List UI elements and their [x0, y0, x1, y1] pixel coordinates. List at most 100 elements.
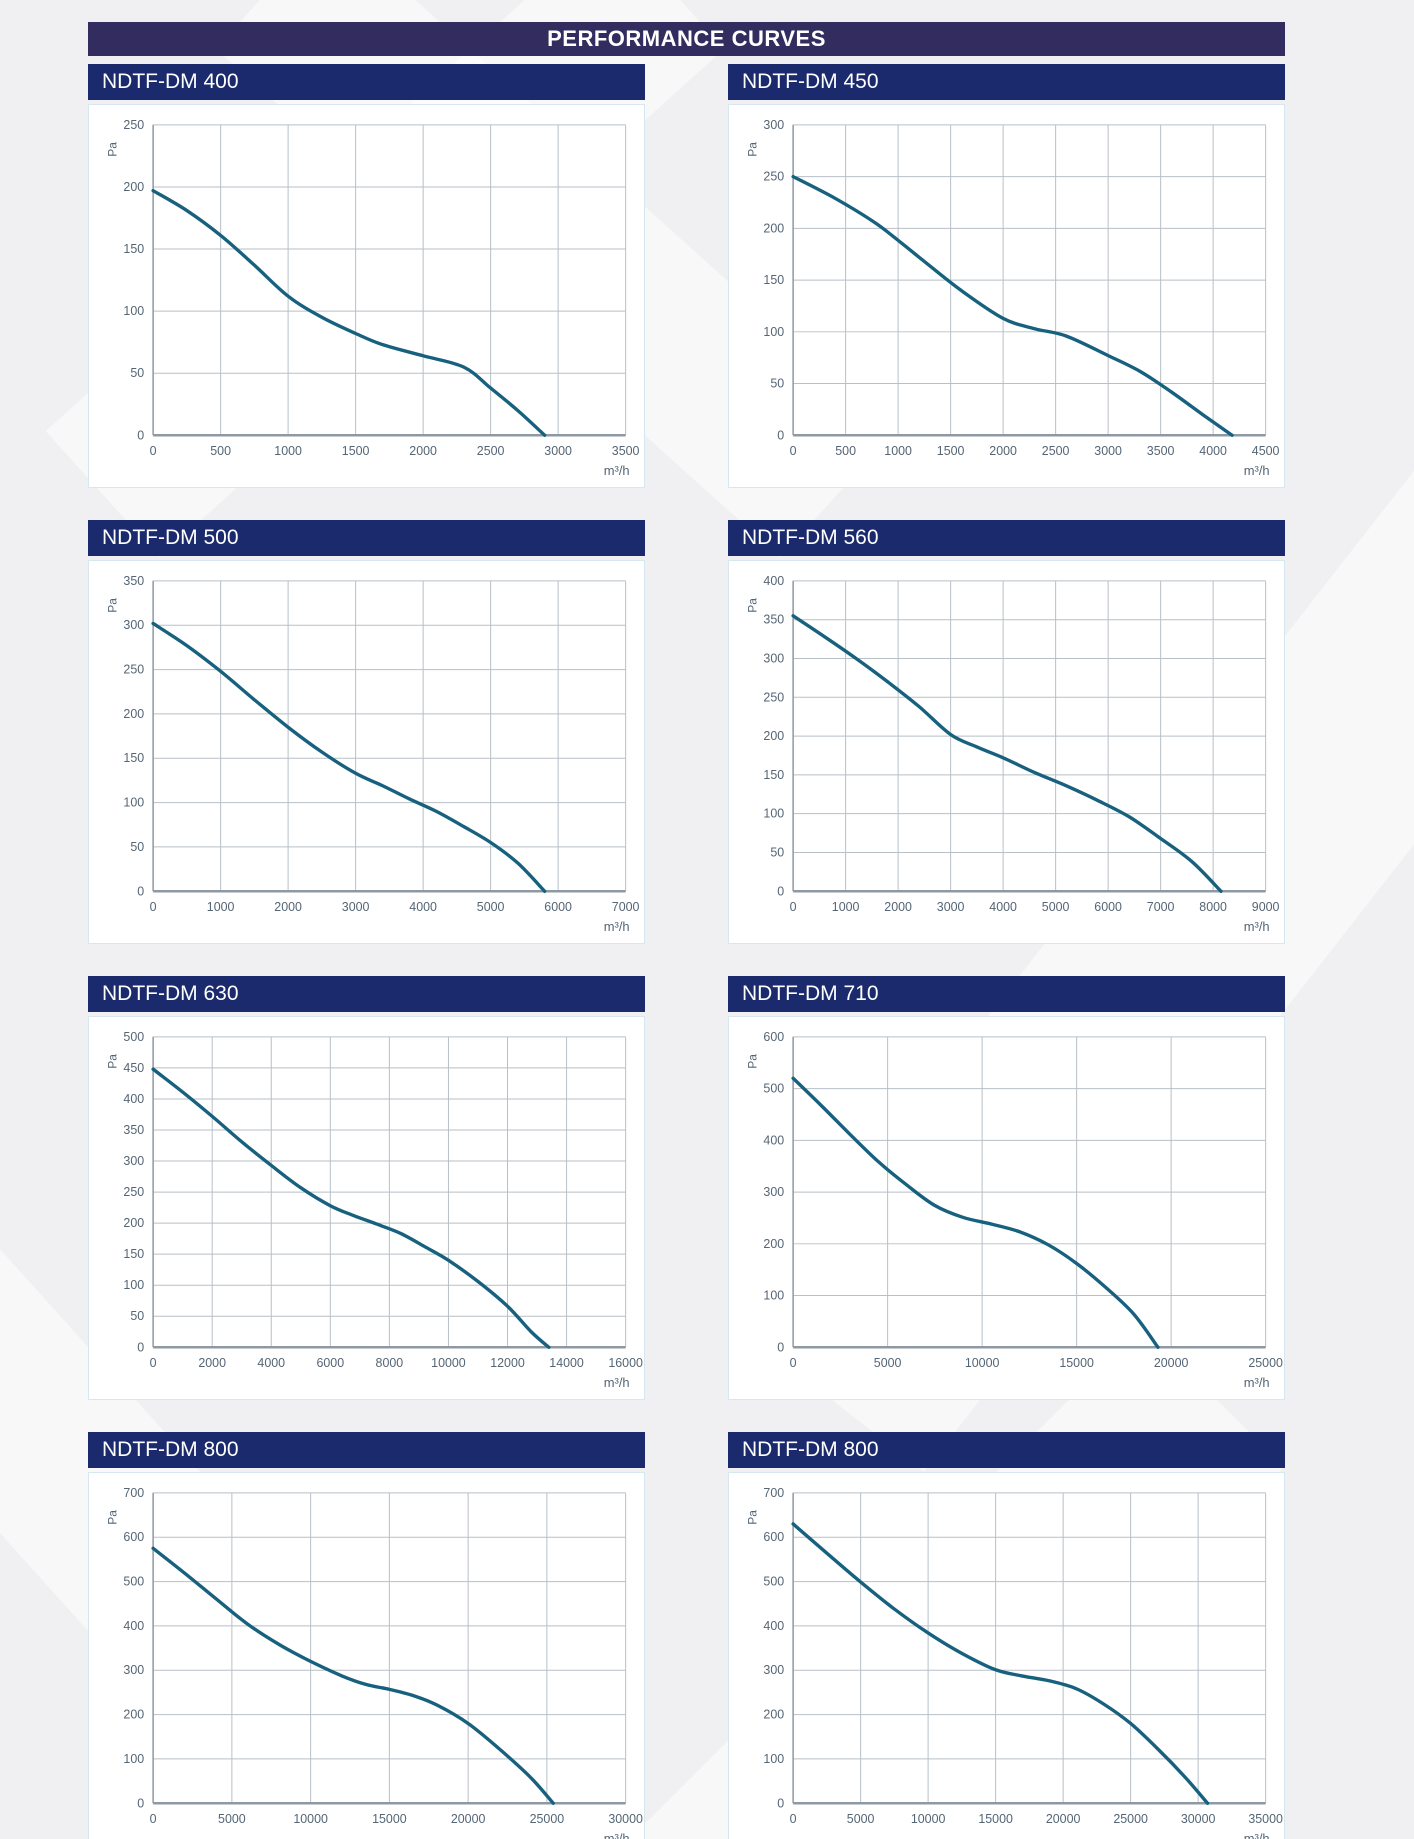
svg-text:500: 500 [210, 444, 231, 458]
y-tick-labels: 0 50 100 150 200 250 300 [763, 118, 784, 442]
svg-text:10000: 10000 [965, 1356, 1000, 1370]
svg-text:400: 400 [123, 1092, 144, 1106]
performance-curve [791, 174, 1234, 437]
svg-text:0: 0 [137, 1340, 144, 1354]
chart-title-bar: NDTF-DM 450 [728, 64, 1285, 100]
y-tick-labels: 0 100 200 300 400 500 600 700 [763, 1486, 784, 1810]
svg-text:0: 0 [137, 428, 144, 442]
performance-curve [791, 614, 1223, 893]
performance-curve [151, 188, 547, 437]
grid-lines [792, 1492, 1267, 1804]
svg-text:500: 500 [123, 1030, 144, 1044]
svg-text:0: 0 [150, 1812, 157, 1826]
chart-card: 0 100 200 300 400 500 600 0 5000 10000 15000 20000 2… [728, 1016, 1285, 1400]
x-axis-unit: m³/h [1244, 1831, 1270, 1839]
chart-card: 0 50 100 150 200 250 300 350 0 1000 2000 3000 4000 50… [88, 560, 645, 944]
performance-chart: 0 100 200 300 400 500 600 700 0 5000 10000 15000 200… [89, 1473, 644, 1839]
chart-block-ndtf-dm-450: NDTF-DM 450 0 50 100 150 200 250 300 0 500 1000 15… [728, 64, 1285, 488]
chart-title-bar: NDTF-DM 500 [88, 520, 645, 556]
svg-text:3000: 3000 [1094, 444, 1122, 458]
svg-text:2000: 2000 [274, 900, 302, 914]
svg-text:50: 50 [130, 840, 144, 854]
x-axis-unit: m³/h [604, 1375, 630, 1390]
svg-text:100: 100 [123, 1752, 144, 1766]
svg-text:250: 250 [763, 170, 784, 184]
svg-text:0: 0 [137, 1796, 144, 1810]
x-tick-labels: 0 5000 10000 15000 20000 25000 30000 35000 [790, 1812, 1283, 1826]
svg-text:300: 300 [123, 618, 144, 632]
svg-text:100: 100 [123, 1278, 144, 1292]
chart-block-ndtf-dm-560: NDTF-DM 560 0 50 100 150 200 250 300 350 400 0 100… [728, 520, 1285, 944]
svg-text:0: 0 [790, 1812, 797, 1826]
x-axis-unit: m³/h [604, 1831, 630, 1839]
performance-curve [151, 621, 547, 893]
chart-block-ndtf-dm-400: NDTF-DM 400 0 50 100 150 200 250 0 500 1000 1500 2… [88, 64, 645, 488]
svg-text:20000: 20000 [1154, 1356, 1189, 1370]
performance-chart: 0 100 200 300 400 500 600 0 5000 10000 15000 20000 2… [729, 1017, 1284, 1399]
svg-text:3000: 3000 [342, 900, 370, 914]
grid-lines [152, 1036, 627, 1348]
x-tick-labels: 0 500 1000 1500 2000 2500 3000 3500 [150, 444, 640, 458]
svg-text:7000: 7000 [1147, 900, 1175, 914]
x-axis-unit: m³/h [1244, 1375, 1270, 1390]
svg-text:100: 100 [123, 304, 144, 318]
svg-text:5000: 5000 [874, 1356, 902, 1370]
svg-text:0: 0 [150, 444, 157, 458]
svg-text:25000: 25000 [530, 1812, 565, 1826]
svg-text:200: 200 [763, 729, 784, 743]
chart-canvas: 0 50 100 150 200 250 300 350 0 1000 2000 3000 4000 50… [105, 574, 640, 934]
chart-block-ndtf-dm-630: NDTF-DM 630 0 50 100 150 200 250 300 350 400 450 5… [88, 976, 645, 1400]
svg-text:150: 150 [123, 751, 144, 765]
svg-text:4500: 4500 [1252, 444, 1280, 458]
svg-text:30000: 30000 [608, 1812, 643, 1826]
performance-chart: 0 50 100 150 200 250 0 500 1000 1500 2000 2500 3000 3… [89, 105, 644, 487]
svg-text:500: 500 [835, 444, 856, 458]
y-axis-unit: Pa [105, 598, 119, 613]
y-tick-labels: 0 50 100 150 200 250 300 350 400 450 500 [123, 1030, 144, 1354]
svg-text:100: 100 [763, 325, 784, 339]
chart-title: NDTF-DM 560 [742, 526, 879, 549]
svg-text:1000: 1000 [207, 900, 235, 914]
x-axis-unit: m³/h [604, 919, 630, 934]
x-tick-labels: 0 1000 2000 3000 4000 5000 6000 7000 [150, 900, 640, 914]
svg-text:6000: 6000 [544, 900, 572, 914]
chart-title-bar: NDTF-DM 630 [88, 976, 645, 1012]
x-axis-unit: m³/h [1244, 919, 1270, 934]
svg-text:100: 100 [763, 1289, 784, 1303]
svg-text:14000: 14000 [549, 1356, 584, 1370]
svg-text:350: 350 [123, 1123, 144, 1137]
svg-text:20000: 20000 [451, 1812, 486, 1826]
svg-text:500: 500 [123, 1575, 144, 1589]
svg-text:12000: 12000 [490, 1356, 525, 1370]
x-axis-unit: m³/h [1244, 463, 1270, 478]
svg-text:0: 0 [150, 900, 157, 914]
chart-block-ndtf-dm-800-a: NDTF-DM 800 0 100 200 300 400 500 600 700 0 5000 1… [88, 1432, 645, 1839]
svg-text:3000: 3000 [544, 444, 572, 458]
svg-text:600: 600 [123, 1530, 144, 1544]
svg-text:150: 150 [123, 1247, 144, 1261]
axes [152, 580, 626, 893]
y-tick-labels: 0 100 200 300 400 500 600 [763, 1030, 784, 1354]
performance-curve [791, 1522, 1210, 1805]
svg-text:450: 450 [123, 1061, 144, 1075]
svg-text:16000: 16000 [608, 1356, 643, 1370]
svg-text:100: 100 [763, 1752, 784, 1766]
y-tick-labels: 0 50 100 150 200 250 300 350 400 [763, 574, 784, 898]
chart-title: NDTF-DM 630 [102, 982, 239, 1005]
svg-text:200: 200 [763, 221, 784, 235]
svg-text:5000: 5000 [847, 1812, 875, 1826]
page-title: PERFORMANCE CURVES [547, 26, 826, 51]
grid-lines [792, 580, 1267, 892]
svg-text:15000: 15000 [978, 1812, 1013, 1826]
y-axis-unit: Pa [105, 1054, 119, 1069]
svg-text:500: 500 [763, 1575, 784, 1589]
y-tick-labels: 0 100 200 300 400 500 600 700 [123, 1486, 144, 1810]
chart-title-bar: NDTF-DM 400 [88, 64, 645, 100]
svg-text:2000: 2000 [409, 444, 437, 458]
svg-text:0: 0 [150, 1356, 157, 1370]
svg-text:0: 0 [790, 900, 797, 914]
svg-text:0: 0 [137, 884, 144, 898]
svg-text:8000: 8000 [1199, 900, 1227, 914]
y-tick-labels: 0 50 100 150 200 250 [123, 118, 144, 442]
